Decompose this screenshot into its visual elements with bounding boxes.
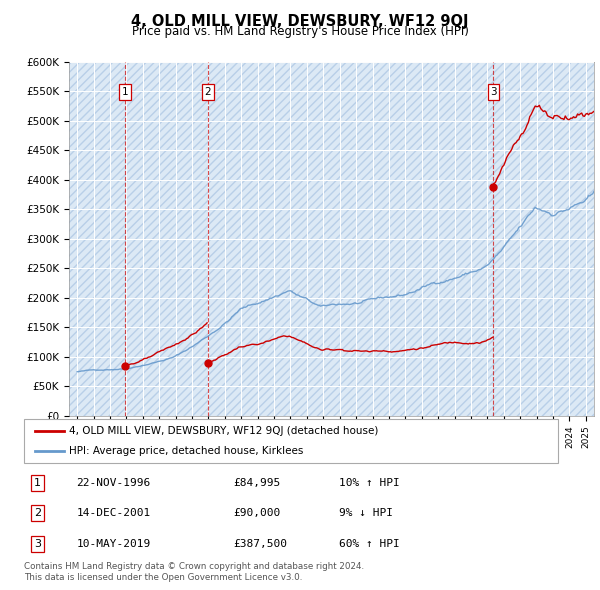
Text: Contains HM Land Registry data © Crown copyright and database right 2024.
This d: Contains HM Land Registry data © Crown c… [24, 562, 364, 582]
Text: 3: 3 [34, 539, 41, 549]
FancyBboxPatch shape [24, 419, 558, 463]
Text: 9% ↓ HPI: 9% ↓ HPI [338, 509, 392, 518]
Text: £90,000: £90,000 [234, 509, 281, 518]
Text: 1: 1 [121, 87, 128, 97]
Text: 60% ↑ HPI: 60% ↑ HPI [338, 539, 400, 549]
Text: HPI: Average price, detached house, Kirklees: HPI: Average price, detached house, Kirk… [70, 446, 304, 456]
Text: 2: 2 [205, 87, 211, 97]
Text: 2: 2 [34, 509, 41, 518]
Text: 14-DEC-2001: 14-DEC-2001 [76, 509, 151, 518]
Text: 1: 1 [34, 478, 41, 487]
Text: Price paid vs. HM Land Registry's House Price Index (HPI): Price paid vs. HM Land Registry's House … [131, 25, 469, 38]
Text: £84,995: £84,995 [234, 478, 281, 487]
Text: 22-NOV-1996: 22-NOV-1996 [76, 478, 151, 487]
Text: 10-MAY-2019: 10-MAY-2019 [76, 539, 151, 549]
Text: 4, OLD MILL VIEW, DEWSBURY, WF12 9QJ: 4, OLD MILL VIEW, DEWSBURY, WF12 9QJ [131, 14, 469, 28]
Text: 3: 3 [490, 87, 497, 97]
Text: £387,500: £387,500 [234, 539, 288, 549]
Text: 4, OLD MILL VIEW, DEWSBURY, WF12 9QJ (detached house): 4, OLD MILL VIEW, DEWSBURY, WF12 9QJ (de… [70, 426, 379, 436]
Text: 10% ↑ HPI: 10% ↑ HPI [338, 478, 400, 487]
